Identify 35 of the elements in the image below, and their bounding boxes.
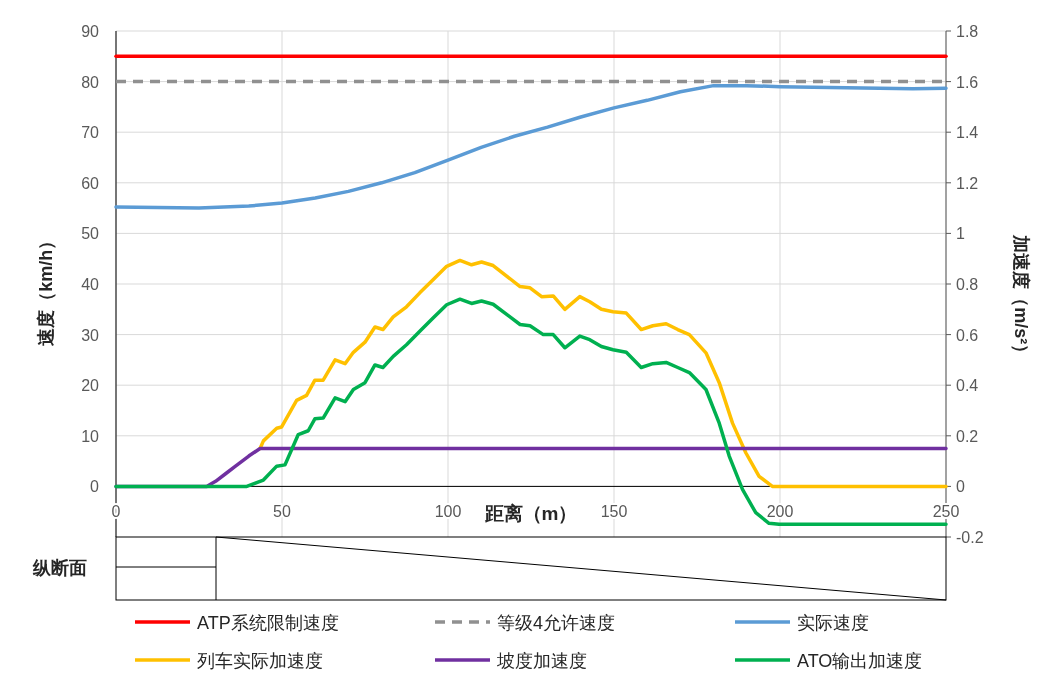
x-axis-title: 距离（m） — [483, 503, 578, 525]
y-tick-label: 20 — [81, 377, 100, 395]
y2-tick-label: -0.2 — [956, 529, 984, 546]
y2-tick-label: 1.4 — [956, 124, 979, 142]
legend-label: ATP系统限制速度 — [197, 613, 339, 633]
y-tick-label: 60 — [81, 174, 100, 192]
y2-axis-title: 加速度（m/s²） — [1011, 234, 1031, 363]
y2-tick-label: 0.4 — [956, 377, 979, 395]
y2-tick-label: 1.6 — [956, 73, 979, 91]
y-axis-title: 速度（km/h） — [36, 231, 56, 346]
x-tick-label: 100 — [434, 503, 462, 521]
y2-tick-label: 1 — [956, 225, 965, 243]
x-tick-label: 50 — [273, 503, 291, 521]
legend-label: 列车实际加速度 — [197, 651, 323, 671]
y-tick-label: 80 — [81, 73, 100, 91]
y-tick-label: 0 — [90, 478, 100, 496]
y-tick-label: 30 — [81, 326, 100, 344]
y2-tick-label: 0 — [956, 478, 965, 496]
y2-tick-label: 1.8 — [956, 23, 979, 40]
x-tick-label: 150 — [600, 503, 628, 521]
legend-label: 实际速度 — [797, 613, 869, 633]
y-tick-label: 10 — [81, 427, 100, 445]
y-tick-label: 50 — [81, 225, 100, 243]
y2-tick-label: 0.6 — [956, 326, 979, 344]
legend-label: 等级4允许速度 — [497, 613, 616, 633]
legend-label: ATO输出加速度 — [797, 651, 923, 671]
y2-tick-label: 1.2 — [956, 174, 979, 192]
y2-tick-label: 0.8 — [956, 276, 979, 293]
text: 纵断面 — [32, 558, 87, 578]
y-tick-label: 90 — [81, 23, 100, 40]
legend-label: 坡度加速度 — [496, 651, 587, 671]
x-tick-label: 200 — [766, 503, 794, 521]
y-tick-label: 70 — [81, 124, 100, 142]
y-tick-label: 40 — [81, 276, 100, 293]
y2-tick-label: 0.2 — [956, 427, 979, 445]
